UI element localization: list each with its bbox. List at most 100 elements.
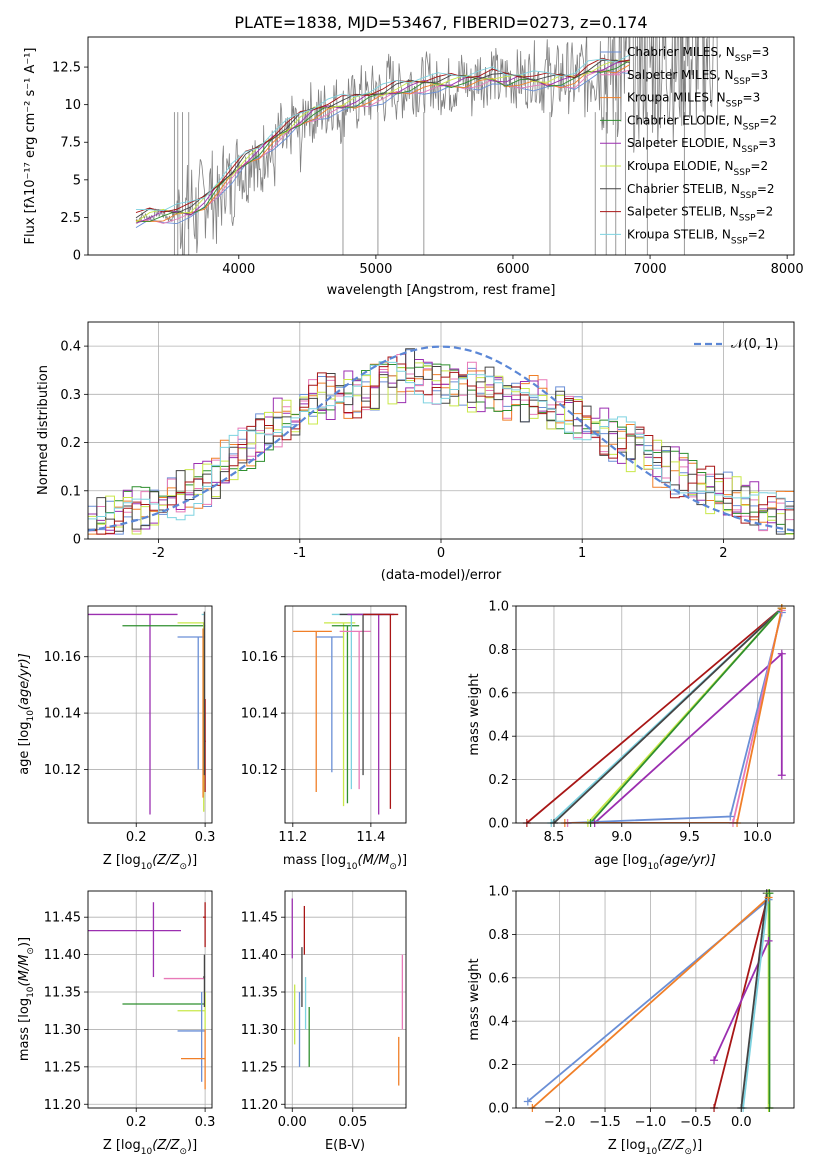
age_vs_z-xlabel-part: (Z/Z — [152, 853, 180, 868]
spectrum-legend-entry-part: =3 — [743, 91, 761, 105]
residuals-xtick-label: 1 — [578, 546, 586, 561]
spectrum-legend-entry: Salpeter MILES, NSSP=3 — [627, 68, 768, 87]
age_vs_z-ylabel-part: age [log — [17, 722, 32, 775]
age_vs_mass-ytick-label: 10.16 — [241, 650, 278, 665]
mass_vs_ebv-ytick-label: 11.30 — [241, 1023, 278, 1038]
mass_weight_vs_age-xlabel-part: 10 — [647, 862, 659, 872]
spectrum-legend-entry: Salpeter STELIB, NSSP=2 — [627, 205, 773, 224]
age_vs_mass-xlabel-part: 10 — [346, 862, 358, 872]
mass_weight_vs_age-ytick-label: 0.2 — [488, 773, 509, 788]
residuals-frame — [87, 321, 795, 540]
mass_weight_vs_age-series-marker — [777, 604, 786, 613]
mass_weight_vs_age-xtick-label: 8.5 — [544, 830, 565, 845]
mass_vs_ebv-ytick-label: 11.20 — [241, 1098, 278, 1113]
age_vs_z-ylabel: age [log10(age/yr)] — [17, 653, 36, 775]
mass_weight_vs_age-series-marker — [726, 812, 735, 821]
spectrum-ytick-label: 0 — [73, 249, 81, 264]
spectrum-legend-entry-part: Kroupa MILES, N — [627, 91, 726, 105]
spectrum-model-line — [135, 70, 630, 229]
mass_vs_z-ylabel-part: ⊙ — [26, 947, 36, 955]
spectrum-ytick-label: 10 — [64, 98, 81, 113]
age_vs_z-ytick-label: 10.16 — [44, 650, 81, 665]
spectrum-legend-entry: Chabrier STELIB, NSSP=2 — [627, 182, 775, 201]
age_vs_z-frame — [87, 605, 213, 824]
spectrum-ytick-label: 12.5 — [52, 61, 81, 76]
mass_weight_vs_z-panel: −2.0 −1.5 −1.0 −0.5 0.0 0.0 0.2 0.4 0.6 0.8 1.0 mas… — [467, 885, 795, 1157]
mass_weight_vs_z-xtick-label: −1.0 — [635, 1115, 667, 1130]
mass_weight_vs_age-series-marker — [777, 649, 786, 658]
mass_vs_z-xlabel: Z [log10(Z/Z⊙)] — [103, 1138, 197, 1157]
mass_vs_ebv-xtick-label: 0.00 — [278, 1115, 307, 1130]
age_vs_mass-xlabel-part: (M/M — [358, 853, 390, 868]
residuals-ytick-label: 0.3 — [60, 388, 81, 403]
age_vs_z-ylabel-part: (age/yr)] — [17, 653, 32, 710]
mass_weight_vs_z-series-marker — [710, 1056, 719, 1065]
mass_weight_vs_z-plot-area — [527, 892, 771, 1108]
mass_weight_vs_age-plot-area — [526, 607, 783, 823]
spectrum-xtick-label: 7000 — [634, 262, 667, 277]
spectrum-model-line — [135, 60, 630, 223]
age_vs_mass-xtick-label: 11.4 — [356, 830, 385, 845]
mass_vs_z-ytick-label: 11.40 — [44, 948, 81, 963]
mass_vs_ebv-ytick-label: 11.35 — [241, 986, 278, 1001]
spectrum-data-line — [135, 37, 719, 255]
spectrum-panel: 4000 5000 6000 7000 8000 0 2.5 5 7.5 10 12.5 Chabri… — [23, 36, 804, 298]
age_vs_mass-frame — [284, 605, 407, 824]
mass_weight_vs_age-panel: 8.5 9.0 9.5 10.0 0.0 0.2 0.4 0.6 0.8 1.0 mass weig… — [467, 600, 795, 872]
spectrum-legend-entry-part: SSP — [743, 122, 760, 132]
spectrum-legend-entry-part: Kroupa STELIB, N — [627, 227, 731, 241]
mass_weight_vs_z-xlabel-part: ⊙ — [684, 1147, 692, 1157]
mass_vs_z-xlabel-part: )] — [187, 1138, 197, 1153]
mass_vs_z-frame — [87, 890, 213, 1109]
spectrum-legend-entry-part: =2 — [757, 182, 775, 196]
mass_weight_vs_z-xlabel-part: 10 — [646, 1147, 658, 1157]
spectrum-legend-entry: Kroupa ELODIE, NSSP=2 — [627, 159, 768, 178]
mass_weight_vs_z-series-line — [742, 893, 770, 1108]
mass_vs_z-ylabel-part: 10 — [26, 986, 36, 998]
spectrum-legend-entry-part: SSP — [734, 77, 751, 87]
mass_vs_z-xtick-label: 0.2 — [126, 1115, 147, 1130]
spectrum-legend-entry-part: =3 — [752, 45, 770, 59]
mass_weight_vs_z-xlabel-part: )] — [692, 1138, 702, 1153]
age_vs_mass-xlabel: mass [log10(M/M⊙)] — [283, 853, 407, 872]
mass_weight_vs_z-ytick-label: 0.4 — [488, 1015, 509, 1030]
residuals-legend-label: 𝒩(0, 1) — [731, 337, 778, 352]
residuals-ylabel: Normed distribution — [36, 365, 51, 495]
age_vs_mass-ytick-label: 10.12 — [241, 763, 278, 778]
residuals-panel: -2 -1 0 1 2 0 0.1 0.2 0.3 0.4 𝒩(0, 1) (data-model)/… — [36, 321, 795, 583]
mass_vs_z-xlabel-part: 10 — [141, 1147, 153, 1157]
mass_vs_ebv-ytick-label: 11.40 — [241, 948, 278, 963]
mass_vs_z-ylabel-part: mass [log — [17, 998, 32, 1061]
spectrum-xtick-label: 8000 — [771, 262, 804, 277]
age_vs_z-xlabel: Z [log10(Z/Z⊙)] — [103, 853, 197, 872]
age_vs_mass-panel: 11.2 11.4 10.12 10.14 10.16 mass [log10(M/M⊙)… — [241, 605, 407, 872]
age_vs_z-ylabel-part: 10 — [26, 710, 36, 722]
age_vs_z-xtick-label: 0.2 — [126, 830, 147, 845]
spectrum-legend-entry-part: SSP — [731, 236, 748, 246]
mass_vs_ebv-xtick-label: 0.05 — [338, 1115, 367, 1130]
mass_weight_vs_z-series-marker — [764, 936, 773, 945]
spectrum-legend-entry-part: Salpeter STELIB, N — [627, 205, 739, 219]
spectrum-model-line — [135, 64, 630, 222]
mass_weight_vs_z-xtick-label: 0.0 — [731, 1115, 752, 1130]
mass_weight_vs_z-xtick-label: −0.5 — [680, 1115, 712, 1130]
age_vs_z-ytick-label: 10.12 — [44, 763, 81, 778]
spectrum-legend-entry: Salpeter ELODIE, NSSP=3 — [627, 136, 776, 155]
spectrum-legend-entry-part: SSP — [726, 100, 743, 110]
mass_vs_z-ylabel-part: (M/M — [17, 955, 32, 987]
mass_vs_z-ylabel-part: )] — [17, 937, 32, 947]
mass_weight_vs_age-series-line — [564, 607, 783, 823]
age_vs_z-xtick-label: 0.3 — [195, 830, 216, 845]
mass_weight_vs_z-ytick-label: 0.2 — [488, 1058, 509, 1073]
mass_vs_ebv-ytick-label: 11.25 — [241, 1060, 278, 1075]
mass_vs_z-ytick-label: 11.25 — [44, 1060, 81, 1075]
age_vs_mass-xtick-label: 11.2 — [278, 830, 307, 845]
spectrum-plot-area — [135, 37, 719, 255]
mass_weight_vs_z-ylabel: mass weight — [467, 958, 482, 1040]
spectrum-legend-entry-part: Chabrier ELODIE, N — [627, 113, 743, 127]
mass_weight_vs_age-ylabel: mass weight — [467, 673, 482, 755]
mass_vs_ebv-plot-area — [291, 898, 404, 1086]
mass_vs_z-xlabel-part: (Z/Z — [152, 1138, 180, 1153]
